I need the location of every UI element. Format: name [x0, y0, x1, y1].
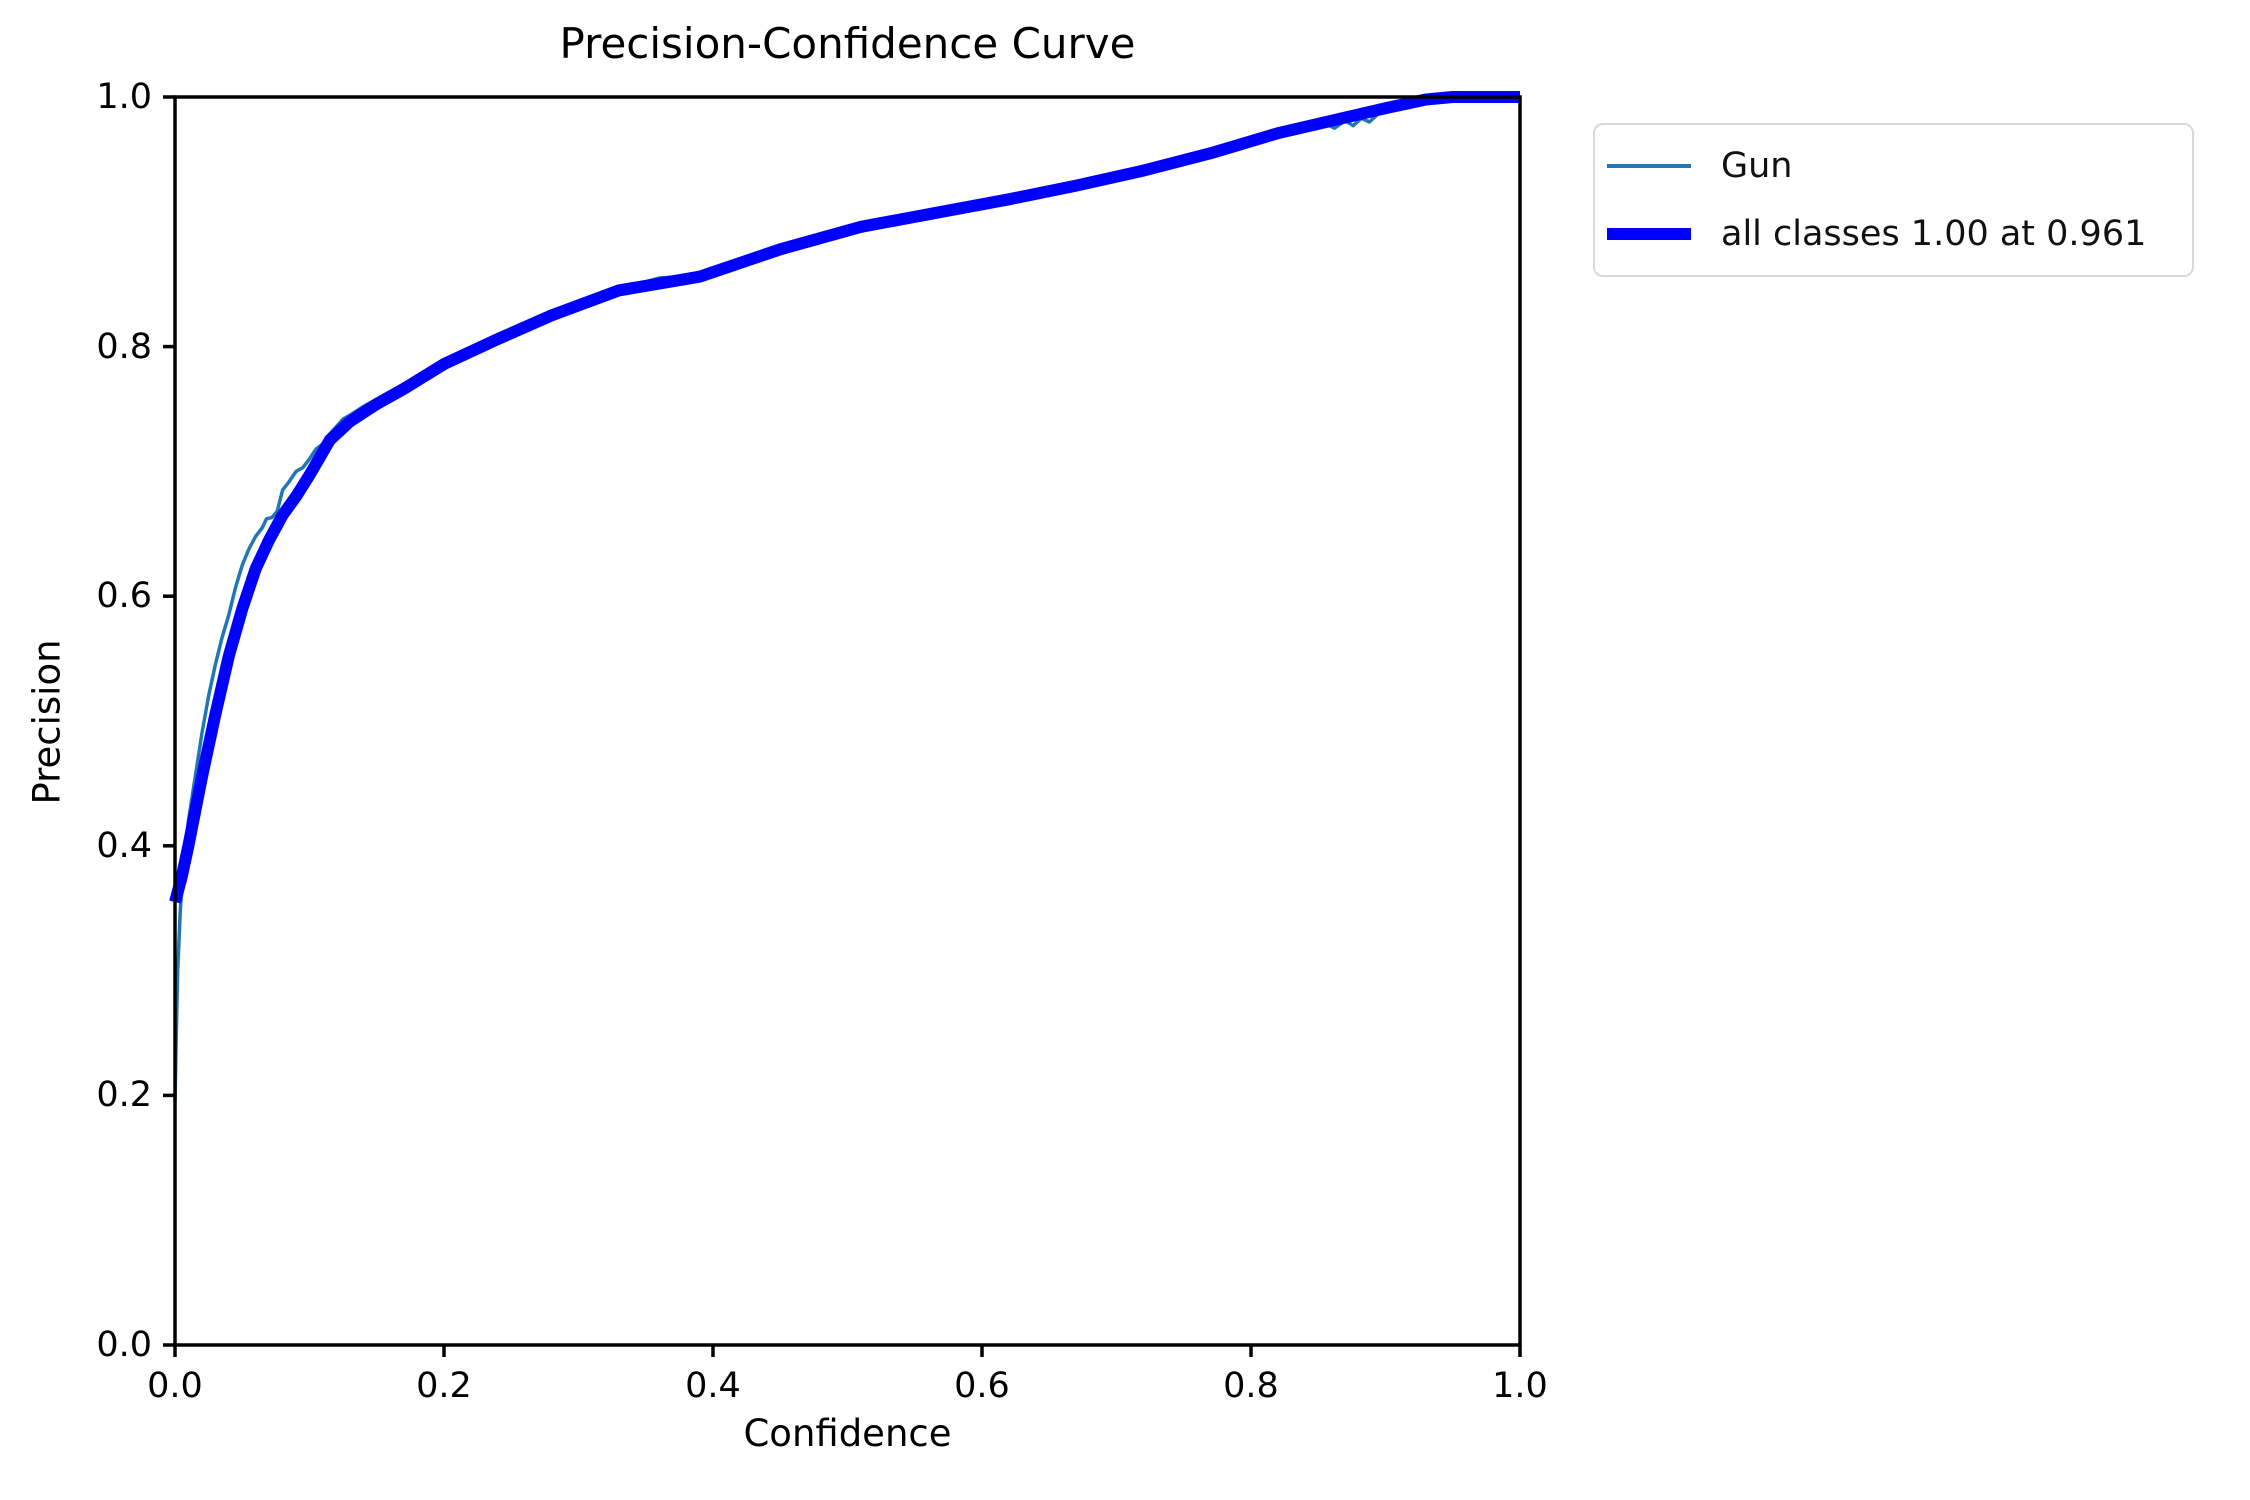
y-tick-label: 0.2: [96, 1075, 152, 1116]
x-tick-label: 0.6: [954, 1366, 1010, 1406]
legend-line-sample-gun: [1607, 164, 1691, 169]
legend: Gun all classes 1.00 at 0.961: [1593, 123, 2194, 277]
legend-item-all-classes: all classes 1.00 at 0.961: [1595, 204, 2192, 264]
x-tick-label: 0.4: [685, 1366, 741, 1406]
y-tick-label: 0.0: [96, 1325, 152, 1365]
y-tick-label: 0.8: [96, 326, 152, 367]
y-tick-label: 0.6: [96, 576, 152, 617]
y-tick-label: 0.4: [96, 825, 152, 866]
legend-line-sample-all-classes: [1607, 227, 1691, 240]
series-line-0: [173, 95, 1520, 1102]
series-line-1: [169, 91, 1520, 904]
legend-label-all-classes: all classes 1.00 at 0.961: [1721, 213, 2147, 254]
y-axis-label: Precision: [25, 639, 69, 805]
x-tick-label: 0.8: [1223, 1366, 1279, 1406]
x-tick-label: 0.0: [147, 1366, 203, 1406]
chart-title: Precision-Confidence Curve: [559, 19, 1136, 68]
x-tick-label: 0.2: [416, 1366, 472, 1406]
legend-label-gun: Gun: [1721, 146, 1793, 187]
x-axis-label: Confidence: [743, 1412, 952, 1455]
x-tick-label: 1.0: [1492, 1366, 1548, 1406]
y-tick-label: 1.0: [96, 77, 152, 117]
legend-item-gun: Gun: [1595, 136, 2192, 196]
plot-frame: [173, 95, 1522, 1347]
